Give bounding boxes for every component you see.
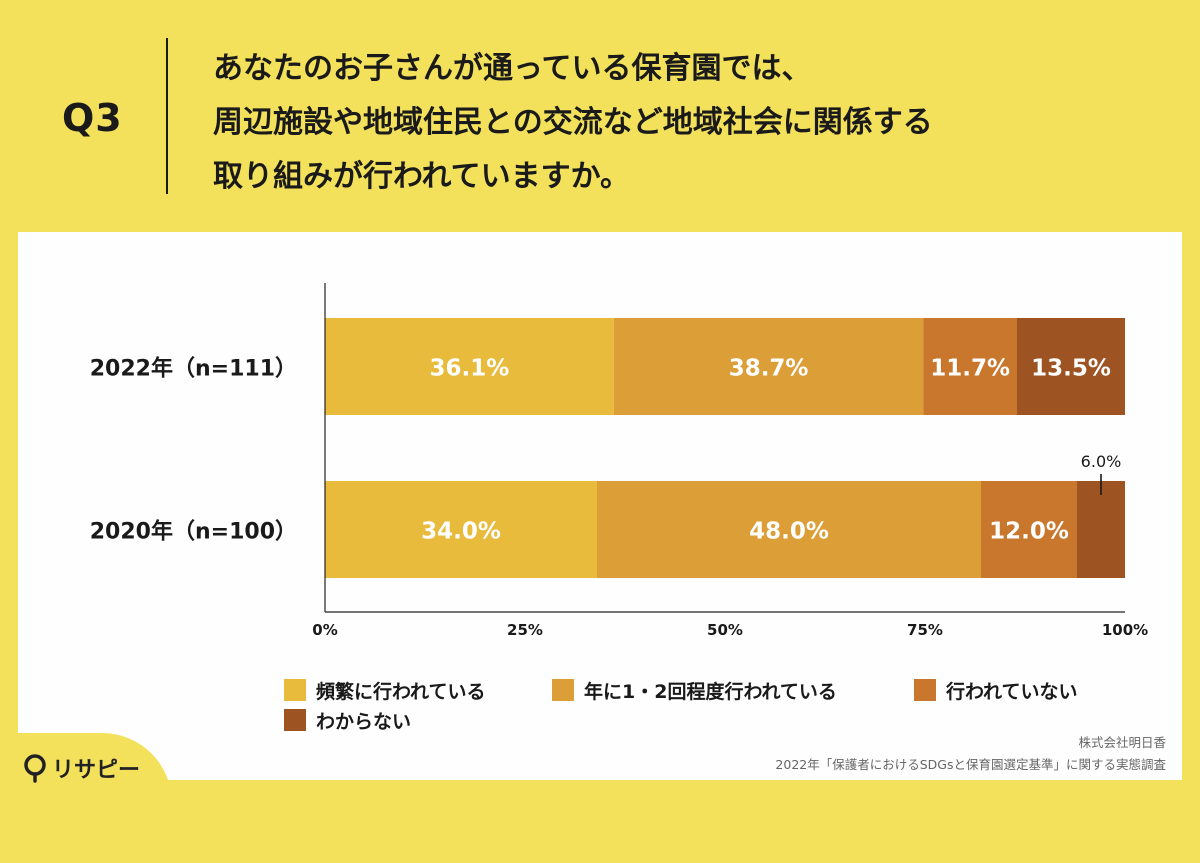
data-label: 6.0% <box>1081 452 1122 471</box>
question-text: あなたのお子さんが通っている保育園では、 周辺施設や地域住民との交流など地域社会… <box>213 42 1173 204</box>
legend-item: 年に1・2回程度行われている <box>552 677 914 703</box>
legend-swatch <box>552 679 574 701</box>
header-divider <box>166 38 168 194</box>
data-label: 38.7% <box>729 356 809 382</box>
stacked-bar-chart: 2022年（n=111） 36.1% 38.7% 11.7% 13.5% 2020年（n=… <box>90 283 1148 639</box>
map-pin-icon <box>24 754 46 783</box>
source-note: 株式会社明日香 2022年「保護者におけるSDGsと保育園選定基準」に関する実態… <box>775 732 1166 776</box>
source-survey: 2022年「保護者におけるSDGsと保育園選定基準」に関する実態調査 <box>775 757 1166 772</box>
bar-segment <box>325 481 597 578</box>
x-tick-label: 0% <box>312 621 337 639</box>
question-line: あなたのお子さんが通っている保育園では、 <box>213 51 812 86</box>
x-tick-label: 50% <box>707 621 743 639</box>
data-label: 36.1% <box>430 356 510 382</box>
question-line: 周辺施設や地域住民との交流など地域社会に関係する <box>213 105 933 140</box>
x-tick-label: 25% <box>507 621 543 639</box>
data-label: 13.5% <box>1031 356 1111 382</box>
category-label: 2022年（n=111） <box>90 356 297 382</box>
brand-logo: リサピー <box>22 752 140 784</box>
logo-text: リサピー <box>52 758 141 783</box>
legend-swatch <box>284 679 306 701</box>
legend-label: 頻繁に行われている <box>316 680 486 703</box>
x-tick-label: 100% <box>1102 621 1148 639</box>
data-label: 12.0% <box>989 519 1069 545</box>
bar-segment <box>1077 481 1125 578</box>
data-label: 34.0% <box>421 519 501 545</box>
bar-segment <box>923 318 1017 415</box>
bar-segment <box>613 318 924 415</box>
data-label: 11.7% <box>930 356 1010 382</box>
legend-swatch <box>284 709 306 731</box>
bar-segment <box>1017 318 1125 415</box>
legend-swatch <box>914 679 936 701</box>
legend-item: 頻繁に行われている <box>284 677 552 703</box>
question-line: 取り組みが行われていますか。 <box>213 159 630 194</box>
bar-segment <box>981 481 1077 578</box>
data-label: 48.0% <box>749 519 829 545</box>
question-number: Q3 <box>62 96 123 140</box>
category-label: 2020年（n=100） <box>90 519 297 545</box>
legend-label: 行われていない <box>946 680 1078 703</box>
bar-segment <box>597 481 981 578</box>
legend-item: わからない <box>284 707 411 733</box>
bar-segment <box>325 318 614 415</box>
x-tick-label: 75% <box>907 621 943 639</box>
source-company: 株式会社明日香 <box>1078 735 1166 750</box>
legend-label: 年に1・2回程度行われている <box>584 680 837 703</box>
legend-item: 行われていない <box>914 677 1144 703</box>
chart-legend: 頻繁に行われている 年に1・2回程度行われている 行われていないわからない <box>284 677 1164 733</box>
legend-label: わからない <box>316 710 412 733</box>
